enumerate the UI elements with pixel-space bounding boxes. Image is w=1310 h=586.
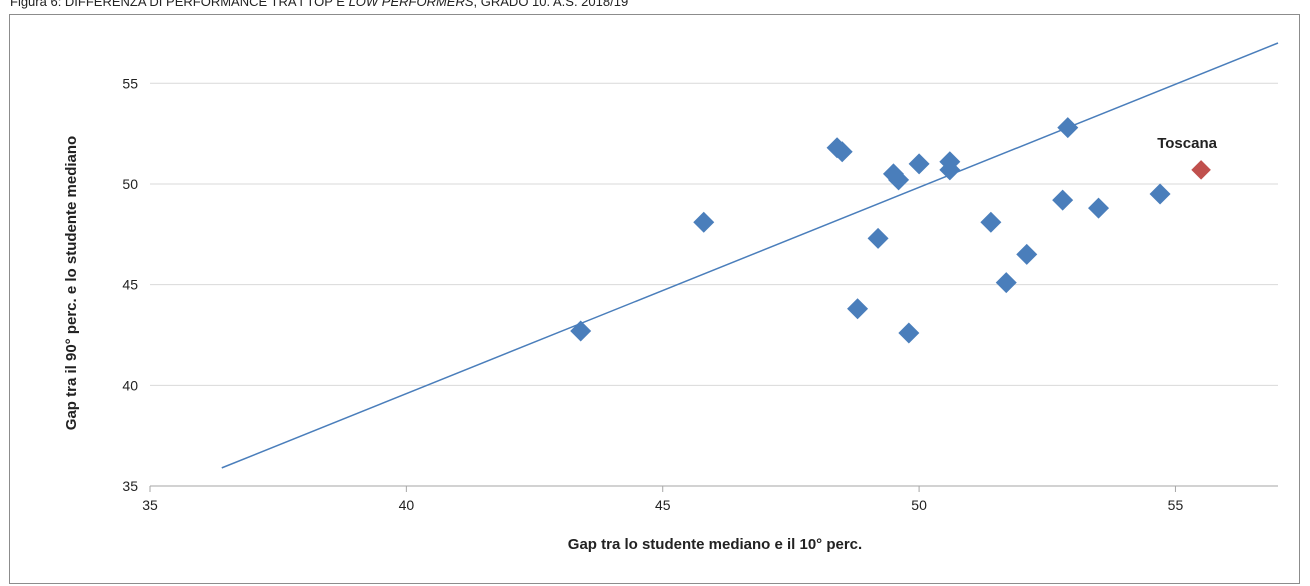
data-point [1149,183,1171,205]
highlight-point [1189,158,1213,182]
y-tick-label: 50 [122,176,138,192]
point-labels: Toscana [1157,135,1217,152]
data-point [867,227,889,249]
data-point [1052,189,1074,211]
y-tick-labels: 35 40 45 50 55 [122,75,138,494]
x-tick-labels: 35 40 45 50 55 [142,497,1183,513]
caption-suffix: , GRADO 10. A.S. 2018/19 [473,0,629,9]
axes [149,485,1278,492]
data-point [980,211,1002,233]
figure-caption: Figura 6: DIFFERENZA DI PERFORMANCE TRA … [10,0,628,9]
data-point [888,169,910,191]
data-point [995,272,1017,294]
data-point [1016,243,1038,265]
data-point [1057,117,1079,139]
x-axis-title: Gap tra lo studente mediano e il 10° per… [568,536,862,553]
y-axis-title: Gap tra il 90° perc. e lo studente media… [63,136,80,430]
data-point [570,320,592,342]
caption-prefix: Figura 6: DIFFERENZA DI PERFORMANCE TRA … [10,0,349,9]
data-point [693,211,715,233]
x-tick-label: 45 [655,497,671,513]
y-tick-label: 35 [122,478,138,494]
data-points [570,117,1213,344]
reference-line-group [221,42,1279,469]
x-tick-label: 40 [399,497,415,513]
data-point [898,322,920,344]
caption-italic: LOW PERFORMERS [348,0,474,9]
data-point [939,151,961,173]
y-tick-label: 40 [122,377,138,393]
x-tick-label: 55 [1168,497,1184,513]
grid-lines [150,82,1278,386]
y-tick-label: 45 [122,277,138,293]
data-point [908,153,930,175]
reference-line [221,42,1279,469]
x-tick-label: 35 [142,497,158,513]
data-point [831,141,853,163]
data-point [847,298,869,320]
point-label-toscana: Toscana [1157,135,1217,152]
x-tick-label: 50 [911,497,927,513]
y-tick-label: 55 [122,75,138,91]
data-point [1088,197,1110,219]
chart-frame [9,14,1300,584]
